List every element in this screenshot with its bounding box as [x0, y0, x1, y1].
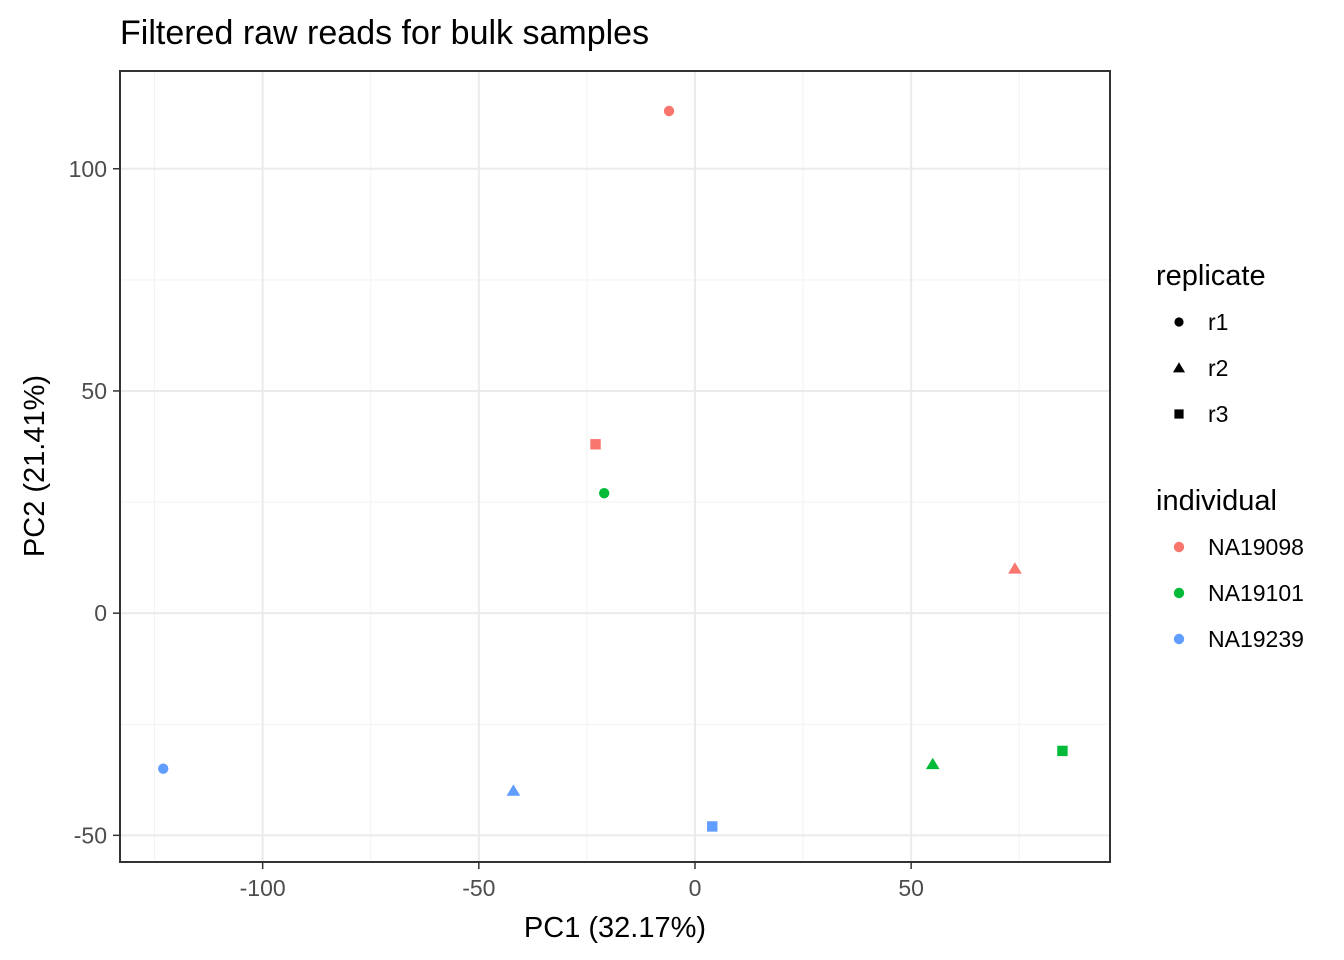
data-point	[1008, 562, 1022, 574]
plot-background	[120, 71, 1110, 862]
axis-ticks: -100 -50 0 50 -50 0 50 100	[69, 156, 924, 901]
data-point	[590, 439, 601, 450]
x-tick-label: -100	[240, 875, 286, 901]
plot-panel	[119, 70, 1111, 863]
legend-key-shape	[1174, 409, 1184, 419]
data-point	[1057, 745, 1068, 757]
y-tick-label: -50	[74, 822, 107, 848]
data-point	[707, 821, 718, 832]
x-tick-label: 0	[689, 875, 702, 901]
data-point	[925, 757, 940, 770]
legend-label: r2	[1208, 355, 1228, 381]
legend-label: NA19101	[1208, 580, 1304, 606]
legend-key-shape	[1174, 317, 1184, 327]
y-tick-label: 0	[94, 600, 107, 626]
x-axis-title: PC1 (32.17%)	[524, 912, 706, 944]
data-point	[158, 763, 169, 774]
data-point	[663, 105, 675, 117]
y-tick-label: 100	[69, 156, 107, 182]
legend: replicate r1 r2 r3 individual NA19098 NA19101 N…	[1156, 260, 1304, 652]
legend-individual-title: individual	[1156, 485, 1277, 517]
x-tick-label: 50	[898, 875, 924, 901]
legend-key-color	[1173, 633, 1185, 645]
legend-key-color	[1173, 541, 1185, 553]
y-axis-title: PC2 (21.41%)	[19, 375, 51, 557]
legend-replicate-title: replicate	[1156, 260, 1266, 292]
data-points	[158, 105, 1068, 832]
chart-title: Filtered raw reads for bulk samples	[120, 14, 649, 52]
data-point	[598, 487, 610, 499]
y-tick-label: 50	[81, 378, 107, 404]
legend-key-color	[1173, 587, 1185, 599]
legend-label: r1	[1208, 309, 1228, 335]
plot-grid	[120, 71, 1110, 862]
x-tick-label: -50	[462, 875, 495, 901]
legend-label: r3	[1208, 401, 1228, 427]
legend-key-shape	[1172, 362, 1186, 373]
legend-label: NA19239	[1208, 626, 1304, 652]
legend-label: NA19098	[1208, 534, 1304, 560]
data-point	[506, 784, 521, 796]
